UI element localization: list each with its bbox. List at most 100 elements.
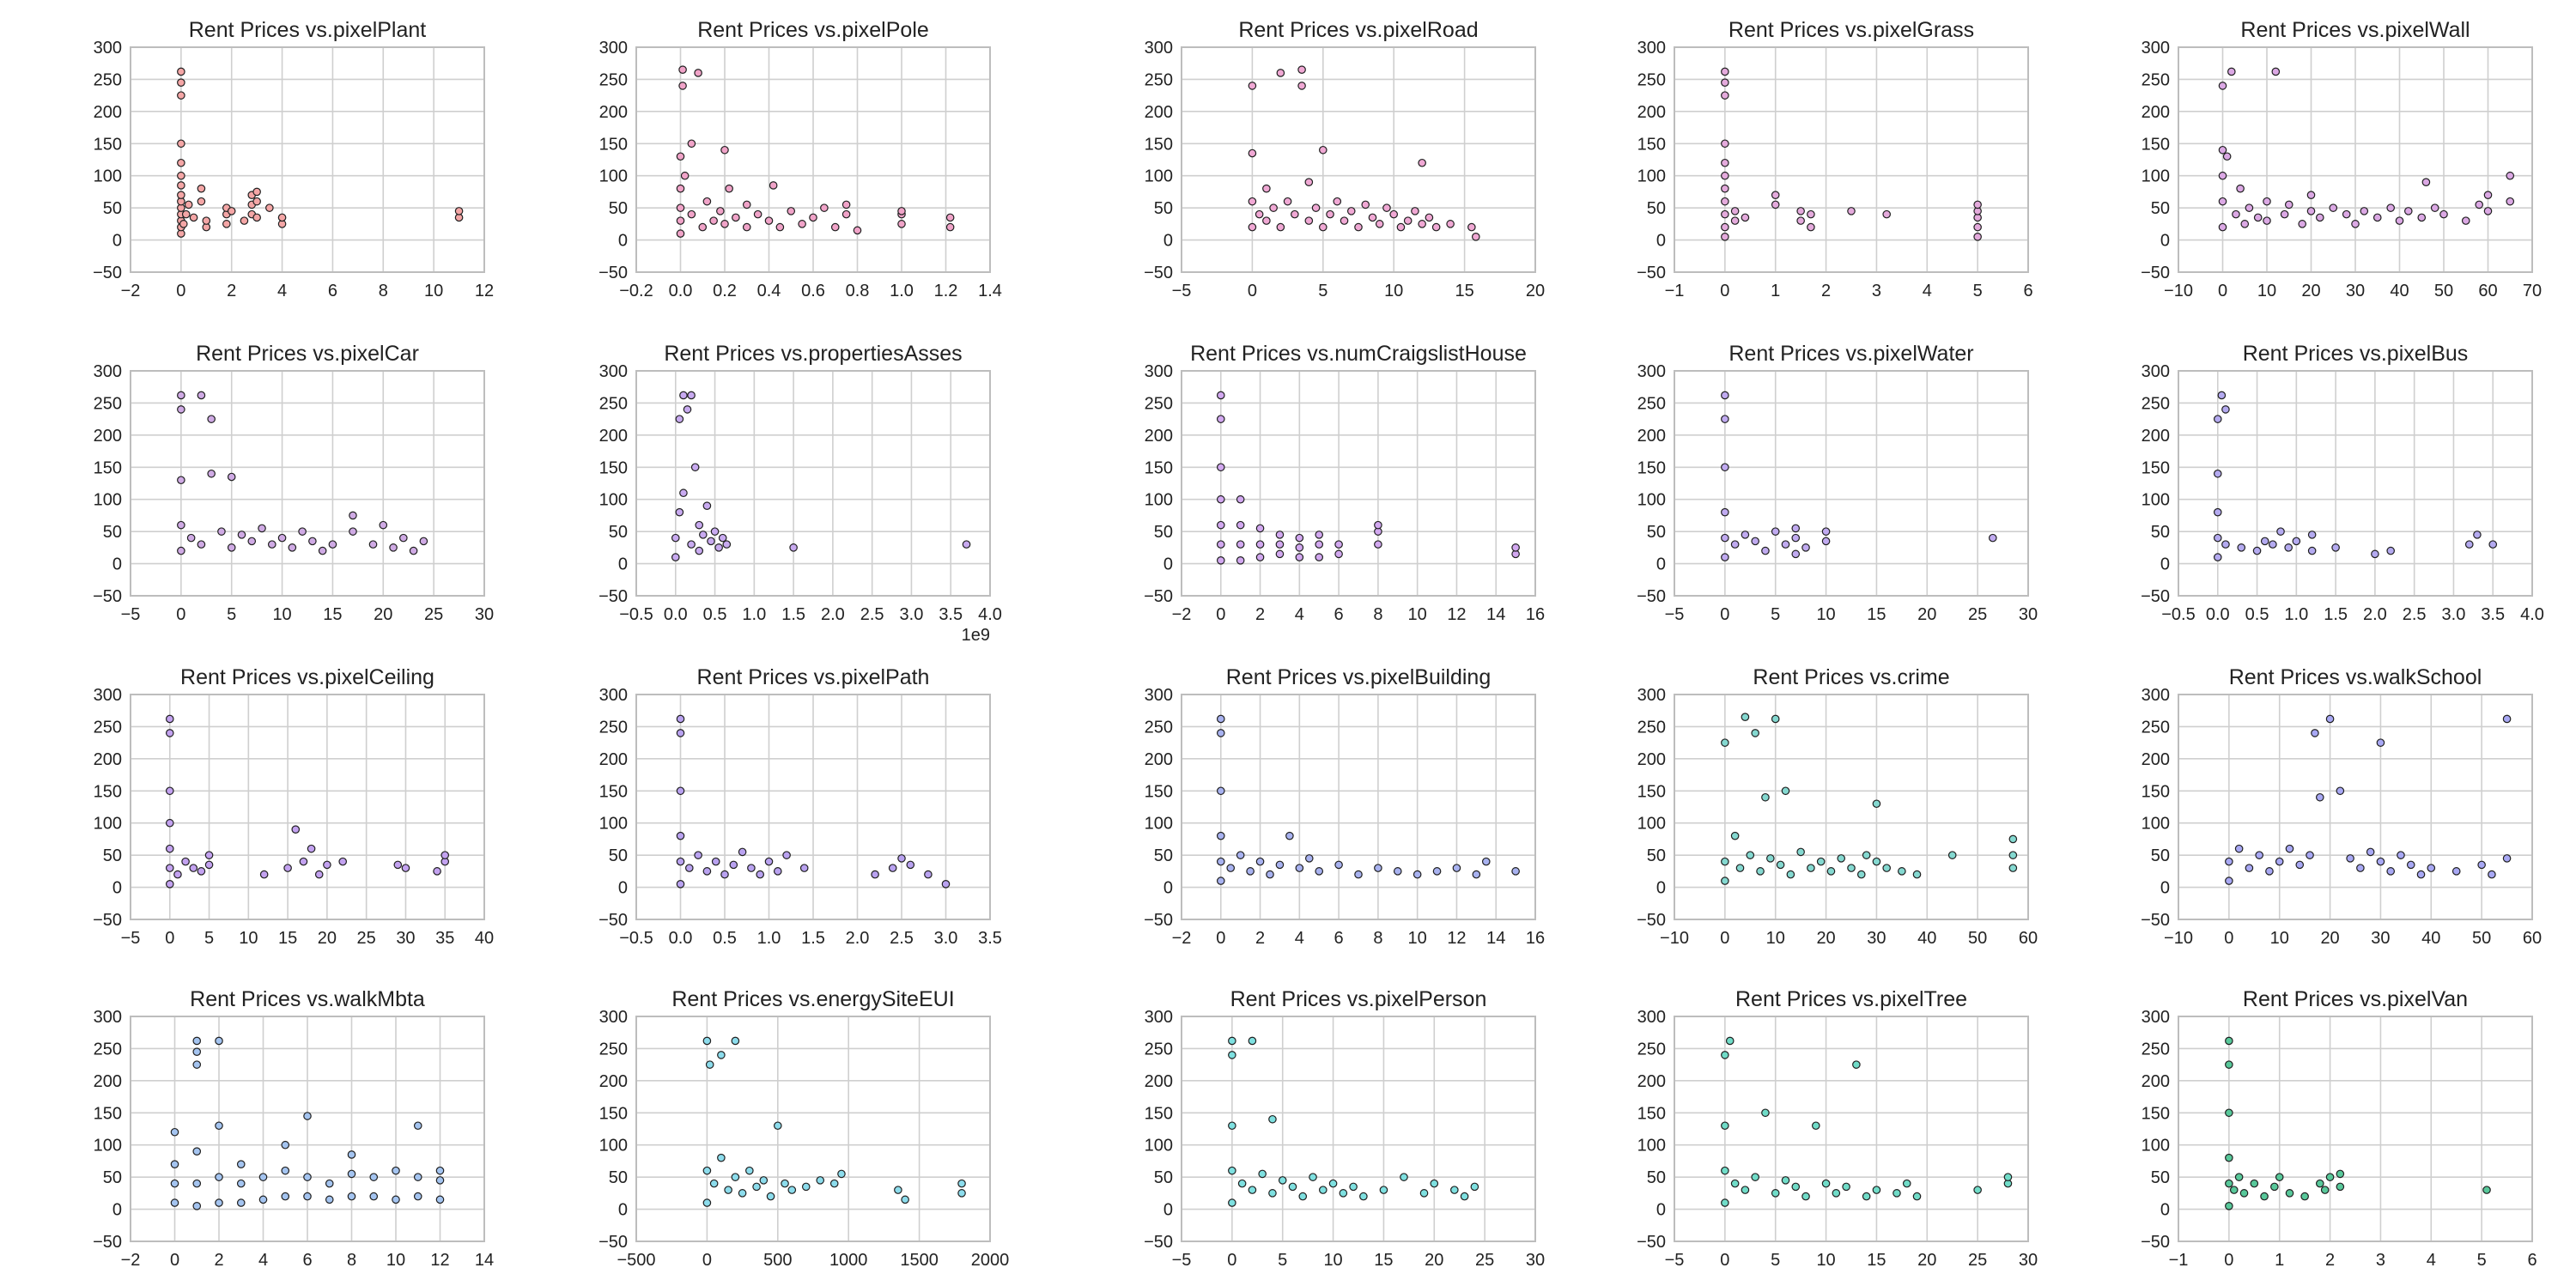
x-tick-label: 8 — [1373, 929, 1382, 948]
data-point — [1791, 524, 1801, 533]
data-point — [1721, 197, 1729, 206]
y-tick-label: 0 — [618, 555, 628, 574]
x-tick-label: −10 — [2164, 282, 2193, 300]
x-tick-label: 6 — [2527, 1251, 2537, 1270]
x-tick-label: −5 — [1172, 1251, 1192, 1270]
y-tick-label: 250 — [599, 718, 628, 737]
x-tick-label: 14 — [1486, 929, 1505, 948]
data-point — [709, 216, 718, 225]
data-point — [941, 880, 951, 889]
x-tick-label: 15 — [1455, 282, 1473, 300]
data-point — [2240, 220, 2250, 228]
x-tick-label: 6 — [2023, 282, 2032, 300]
data-point — [1973, 1186, 1982, 1194]
data-point — [1248, 222, 1257, 232]
data-point — [1228, 1121, 1236, 1131]
data-point — [2351, 220, 2360, 228]
x-tick-label: 4 — [258, 1251, 268, 1270]
data-point — [1389, 209, 1398, 219]
subplot-title: Rent Prices vs.pixelPlant — [189, 18, 427, 42]
data-point — [181, 209, 191, 219]
x-tick-label: 500 — [763, 1251, 792, 1270]
data-point — [1396, 222, 1406, 232]
data-point — [1295, 864, 1304, 872]
data-point — [177, 476, 185, 485]
data-point — [1807, 222, 1815, 232]
data-point — [368, 540, 378, 549]
y-tick-label: −50 — [93, 587, 122, 606]
data-point — [1216, 463, 1225, 472]
data-point — [837, 1169, 846, 1179]
y-tick-label: −50 — [1637, 264, 1666, 282]
data-point — [2482, 1186, 2491, 1194]
data-point — [676, 714, 685, 724]
x-tick-label: 10 — [386, 1251, 405, 1270]
y-tick-label: 0 — [618, 232, 628, 251]
data-point — [1771, 714, 1780, 724]
data-point — [1216, 786, 1225, 796]
x-tick-label: 6 — [302, 1251, 312, 1270]
x-tick-label: 3 — [1872, 282, 1881, 300]
data-point — [2218, 145, 2227, 155]
data-point — [2221, 405, 2230, 414]
y-tick-label: 300 — [599, 686, 628, 705]
y-tick-label: 150 — [2142, 135, 2170, 154]
data-point — [170, 1179, 179, 1188]
x-tick-label: 60 — [2478, 282, 2497, 300]
x-tick-label: 2 — [214, 1251, 223, 1270]
data-point — [676, 729, 685, 737]
data-point — [435, 1166, 445, 1175]
data-point — [236, 1198, 246, 1207]
data-point — [2008, 834, 2018, 844]
data-point — [1826, 867, 1836, 876]
data-point — [716, 207, 725, 215]
y-tick-label: 200 — [1637, 427, 1666, 446]
data-point — [197, 184, 206, 193]
x-tick-label: 5 — [1278, 1251, 1287, 1270]
data-point — [197, 867, 206, 876]
x-tick-label: 15 — [1867, 605, 1886, 624]
data-point — [1226, 864, 1236, 872]
data-point — [1276, 222, 1285, 232]
y-tick-label: 100 — [2142, 491, 2170, 510]
subplot: Rent Prices vs.crime −10 0 10 20 30 40 50 60 −50 0… — [1637, 665, 2038, 948]
data-point — [307, 844, 316, 853]
data-point — [347, 1150, 356, 1159]
x-tick-label: 0.8 — [846, 282, 870, 300]
y-tick-label: 300 — [1637, 1008, 1666, 1027]
data-point — [369, 1173, 379, 1181]
x-tick-label: 5 — [2477, 1251, 2487, 1270]
data-point — [676, 152, 685, 161]
data-point — [1248, 149, 1257, 158]
data-point — [1255, 553, 1265, 561]
data-point — [683, 405, 692, 414]
data-point — [2225, 1036, 2233, 1046]
data-point — [2473, 531, 2482, 539]
y-tick-label: 200 — [2142, 750, 2170, 769]
x-tick-label: 2000 — [971, 1251, 1010, 1270]
x-tick-label: 50 — [2434, 282, 2453, 300]
data-point — [1721, 209, 1729, 219]
x-tick-label: 15 — [278, 929, 297, 948]
y-tick-label: 250 — [1637, 70, 1666, 89]
data-point — [2366, 847, 2375, 857]
data-point — [252, 187, 261, 197]
x-tick-label: 2 — [1255, 605, 1265, 624]
data-point — [177, 158, 185, 167]
data-point — [1721, 738, 1729, 747]
y-tick-label: 0 — [1163, 1201, 1173, 1220]
data-point — [1791, 549, 1801, 559]
data-point — [687, 391, 696, 400]
data-point — [725, 184, 733, 193]
x-tick-label: 0 — [1720, 605, 1729, 624]
y-tick-label: 150 — [1637, 1104, 1666, 1123]
data-point — [1216, 540, 1225, 549]
data-point — [1228, 1036, 1236, 1046]
data-point — [197, 197, 206, 206]
data-point — [2483, 207, 2493, 215]
y-tick-label: 150 — [599, 782, 628, 801]
x-tick-label: 30 — [2346, 282, 2365, 300]
x-tick-label: 0.0 — [669, 282, 693, 300]
data-point — [1248, 82, 1257, 90]
x-tick-label: 3.0 — [900, 605, 924, 624]
